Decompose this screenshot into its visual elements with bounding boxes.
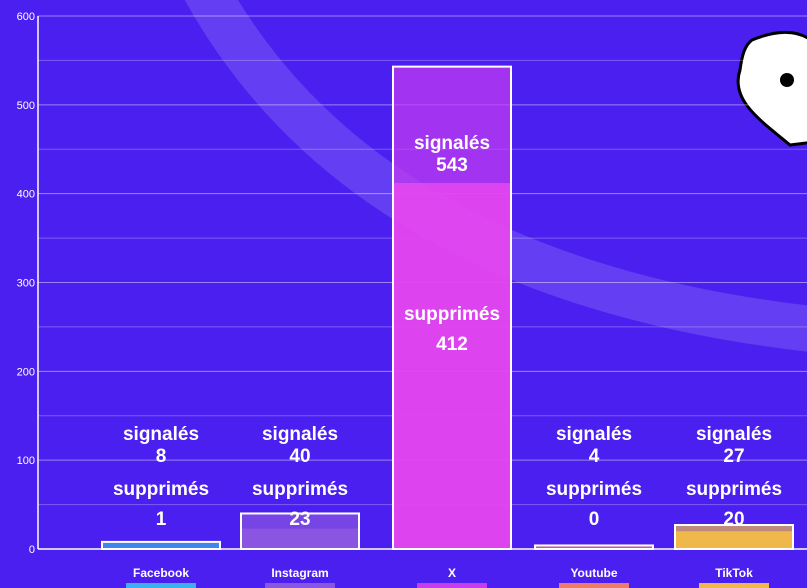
category-swatch [559,583,629,588]
category-swatch [699,583,769,588]
series-label-signales: signalés [696,424,772,445]
bar-supprimes-tiktok [676,531,792,548]
series-label-supprimes: supprimés [252,479,348,500]
category-swatch [265,583,335,588]
bar-supprimes-instagram [242,528,358,548]
category-swatch [126,583,196,588]
value-label-signales: 8 [156,446,167,467]
y-tick-label: 400 [17,189,35,201]
category-label: Youtube [570,566,617,580]
y-tick-label: 100 [17,455,35,467]
series-label-supprimes: supprimés [113,479,209,500]
value-label-supprimes: 412 [436,334,468,355]
series-label-signales: signalés [556,424,632,445]
mascot-head [736,30,807,147]
y-tick-label: 600 [17,11,35,23]
series-label-signales: signalés [414,133,490,154]
category-label: TikTok [715,566,753,580]
value-label-signales: 4 [589,446,600,467]
data-labels: Facebooksignalés8supprimés1Instagramsign… [113,133,782,588]
series-label-supprimes: supprimés [686,479,782,500]
series-label-signales: signalés [262,424,338,445]
y-tick-label: 500 [17,100,35,112]
value-label-signales: 543 [436,155,468,176]
series-label-supprimes: supprimés [546,479,642,500]
value-label-signales: 27 [723,446,744,467]
value-label-supprimes: 1 [156,509,167,530]
mascot-eye [780,73,794,87]
category-label: Instagram [271,566,328,580]
category-swatch [417,583,487,588]
bar-signales-youtube [534,544,654,550]
y-tick-label: 0 [29,544,35,556]
value-label-supprimes: 0 [589,509,600,530]
value-label-supprimes: 23 [289,509,310,530]
value-label-supprimes: 20 [723,509,744,530]
category-label: X [448,566,456,580]
y-tick-label: 200 [17,366,35,378]
y-tick-label: 300 [17,278,35,290]
category-label: Facebook [133,566,189,580]
bar-signales-facebook [101,540,221,550]
bar-supprimes-x [394,183,510,549]
bars [101,65,794,551]
series-label-supprimes: supprimés [404,304,500,325]
series-label-signales: signalés [123,424,199,445]
value-label-signales: 40 [289,446,310,467]
